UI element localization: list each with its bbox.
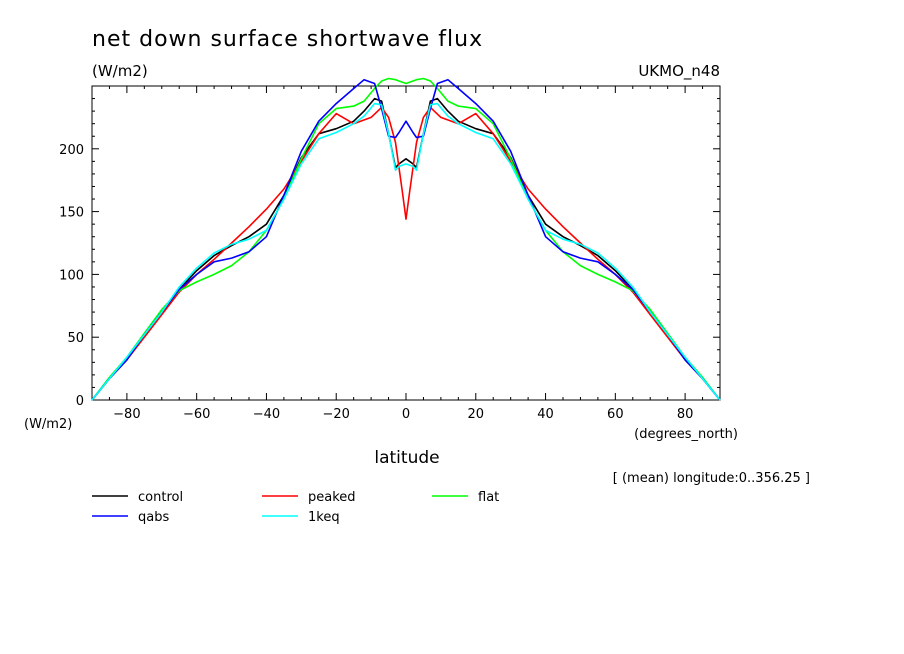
legend-label-peaked: peaked xyxy=(308,490,356,505)
y-tick-label: 100 xyxy=(59,268,84,283)
plot-border xyxy=(91,85,721,401)
x-tick-label: 20 xyxy=(468,407,485,422)
series-line-1keq xyxy=(91,102,721,401)
chart-units: (W/m2) xyxy=(92,62,148,80)
chart-subtitle: [ (mean) longitude:0..356.25 ] xyxy=(613,471,810,486)
x-tick-label: −20 xyxy=(323,407,350,422)
legend-label-1keq: 1keq xyxy=(308,510,340,525)
y-tick-label: 50 xyxy=(67,331,84,346)
model-label: UKMO_n48 xyxy=(638,62,720,81)
x-axis-label: latitude xyxy=(374,448,439,468)
series-layer xyxy=(91,77,721,401)
y-tick-label: 0 xyxy=(76,394,84,409)
legend-label-qabs: qabs xyxy=(138,510,169,525)
series-line-qabs xyxy=(91,78,721,401)
chart-title: net down surface shortwave flux xyxy=(92,27,483,52)
y-tick-label: 200 xyxy=(59,143,84,158)
x-tick-label: 0 xyxy=(402,407,410,422)
series-line-peaked xyxy=(91,106,721,401)
y-tick-label: 150 xyxy=(59,206,84,221)
x-tick-label: −40 xyxy=(253,407,280,422)
plot-frame: −80 −60 −40 −20 0 20 40 60 80 0 50 100 150 200 xyxy=(59,85,721,422)
x-tick-label: −60 xyxy=(183,407,210,422)
x-tick-label: 60 xyxy=(607,407,624,422)
x-tick-label: 80 xyxy=(677,407,694,422)
series-line-flat xyxy=(91,77,721,401)
series-line-control xyxy=(91,97,721,401)
legend-label-control: control xyxy=(138,490,183,505)
x-units-label: (degrees_north) xyxy=(634,427,738,442)
legend: control peaked flat qabs 1keq xyxy=(92,490,499,525)
x-tick-label: 40 xyxy=(537,407,554,422)
y-units-label: (W/m2) xyxy=(24,417,72,432)
x-tick-label: −80 xyxy=(113,407,140,422)
legend-label-flat: flat xyxy=(478,490,499,505)
